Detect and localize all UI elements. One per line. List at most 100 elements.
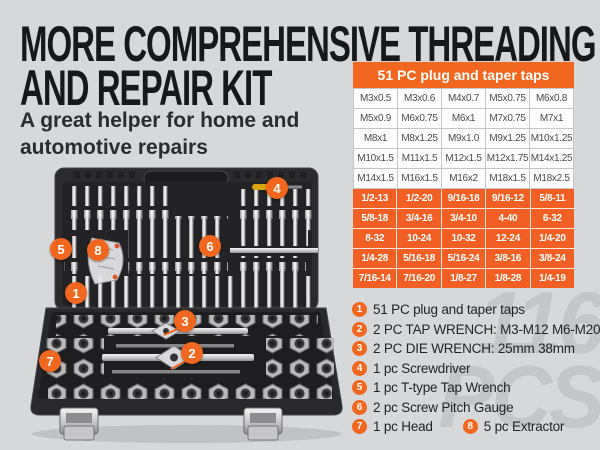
table-cell: M18x1.5 xyxy=(486,169,530,189)
table-cell: 10-24 xyxy=(397,229,442,249)
legend-item: 5 1 pc T-type Tap Wrench xyxy=(352,380,511,395)
legend-number-badge: 5 xyxy=(352,380,367,395)
table-cell: 9/16-18 xyxy=(441,189,487,209)
table-cell: M6x1 xyxy=(442,109,486,129)
legend-item-label: 1 pc Screwdriver xyxy=(373,360,471,376)
legend-number-badge: 2 xyxy=(352,321,367,337)
tool-case-illustration xyxy=(30,167,343,443)
callout-2: 2 xyxy=(181,342,203,364)
table-cell: 1/8-27 xyxy=(441,269,487,288)
callout-8: 8 xyxy=(87,239,109,261)
specs-table: 51 PC plug and taper taps M3x0.5 M3x0.6 M4… xyxy=(353,62,575,288)
product-photo: 1 2 3 4 5 6 7 8 xyxy=(16,156,356,448)
legend-item: 6 2 pc Screw Pitch Gauge xyxy=(352,399,514,415)
table-cell: M10x1.25 xyxy=(530,129,574,149)
table-cell: M5x0.9 xyxy=(353,109,398,129)
table-cell: 5/16-24 xyxy=(441,249,487,269)
table-cell: 7/16-20 xyxy=(397,269,442,288)
table-row: 8-32 10-24 10-32 12-24 1/4-20 xyxy=(353,229,575,249)
table-row: 1/4-28 5/16-18 5/16-24 3/8-16 3/8-24 xyxy=(353,249,575,269)
callout-5: 5 xyxy=(50,238,72,260)
page-subtitle: A great helper for home and automotive r… xyxy=(20,107,299,161)
table-cell: M9x1.25 xyxy=(486,129,530,149)
table-cell: M16x2 xyxy=(442,169,486,189)
table-cell: M4x0.7 xyxy=(442,88,486,109)
subtitle-line-1: A great helper for home and xyxy=(20,109,300,132)
legend-item-label: 1 pc T-type Tap Wrench xyxy=(373,380,511,395)
table-cell: M14x1.25 xyxy=(530,149,574,169)
legend-row: 7 1 pc Head 8 5 pc Extractor xyxy=(352,419,598,434)
table-cell: 5/8-18 xyxy=(353,209,398,229)
legend-number-badge: 7 xyxy=(352,419,367,434)
gauge-rods-lower xyxy=(238,256,306,282)
legend-number-badge: 1 xyxy=(352,302,367,317)
table-cell: M3x0.5 xyxy=(353,88,398,109)
callout-3: 3 xyxy=(174,310,196,332)
table-cell: 1/2-20 xyxy=(397,189,442,209)
gauge-bar xyxy=(230,248,318,253)
legend-list: 1 51 PC plug and taper taps 2 2 PC TAP WREN… xyxy=(352,302,600,434)
legend-item-label: 2 pc Screw Pitch Gauge xyxy=(373,399,514,415)
table-cell: 5/16-18 xyxy=(397,249,442,269)
table-cell: M6x0.75 xyxy=(398,109,442,129)
table-cell: 1/8-28 xyxy=(486,269,531,288)
legend-item: 4 1 pc Screwdriver xyxy=(352,360,471,376)
table-cell: M14x1.5 xyxy=(353,169,398,189)
legend-item: 3 2 PC DIE WRENCH: 25mm 38mm xyxy=(352,341,575,356)
table-cell: M16x1.5 xyxy=(398,169,442,189)
table-cell: M7x0.75 xyxy=(486,109,530,129)
legend-number-badge: 3 xyxy=(352,341,367,356)
table-cell: M7x1 xyxy=(530,109,574,129)
table-cell: M5x0.75 xyxy=(486,88,530,109)
legend-row: 6 2 pc Screw Pitch Gauge xyxy=(352,399,598,415)
legend-row: 3 2 PC DIE WRENCH: 25mm 38mm xyxy=(352,341,598,356)
legend-item: 2 2 PC TAP WRENCH: M3-M12 M6-M20 xyxy=(352,321,600,337)
legend-row: 2 2 PC TAP WRENCH: M3-M12 M6-M20 xyxy=(352,321,600,337)
table-cell: M12x1.75 xyxy=(486,149,530,169)
table-cell: M6x0.8 xyxy=(530,88,574,109)
table-cell: M3x0.6 xyxy=(398,88,442,109)
legend-item: 8 5 pc Extractor xyxy=(462,419,565,434)
table-row: M5x0.9 M6x0.75 M6x1 M7x0.75 M7x1 xyxy=(353,109,574,129)
table-cell: 3/4-10 xyxy=(441,209,487,229)
table-cell: M10x1.5 xyxy=(353,149,398,169)
callout-7: 7 xyxy=(39,350,61,372)
table-cell: 3/8-16 xyxy=(486,249,531,269)
table-cell: M12x1.5 xyxy=(442,149,486,169)
page-title: MORE COMPREHENSIVE THREADING AND REPAIR … xyxy=(20,16,600,116)
table-row: M3x0.5 M3x0.6 M4x0.7 M5x0.75 M6x0.8 xyxy=(353,88,574,109)
table-cell: 3/4-16 xyxy=(397,209,442,229)
title-line-2: AND REPAIR KIT xyxy=(20,60,272,116)
table-row: M14x1.5 M16x1.5 M16x2 M18x1.5 M18x2.5 xyxy=(353,169,574,189)
callout-4: 4 xyxy=(266,177,288,199)
table-cell: 1/2-13 xyxy=(353,189,398,209)
table-row: 5/8-18 3/4-16 3/4-10 4-40 6-32 xyxy=(353,209,575,229)
legend-item-label: 5 pc Extractor xyxy=(483,419,565,434)
table-row: 1/2-13 1/2-20 9/16-18 9/16-12 5/8-11 xyxy=(353,189,575,209)
table-cell: M9x1.0 xyxy=(442,129,486,149)
latch-right xyxy=(243,407,283,441)
table-cell: 12-24 xyxy=(486,229,531,249)
title-line-1: MORE COMPREHENSIVE THREADING xyxy=(20,16,596,72)
table-cell: 4-40 xyxy=(486,209,531,229)
table-cell: 9/16-12 xyxy=(486,189,531,209)
table-row: M8x1 M8x1.25 M9x1.0 M9x1.25 M10x1.25 xyxy=(353,129,574,149)
table-cell: M18x2.5 xyxy=(530,169,574,189)
table-cell: 10-32 xyxy=(441,229,487,249)
table-row: M10x1.5 M11x1.5 M12x1.5 M12x1.75 M14x1.25 xyxy=(353,149,574,169)
table-cell: 1/4-28 xyxy=(353,249,398,269)
legend-item: 1 51 PC plug and taper taps xyxy=(352,302,525,317)
case-tray xyxy=(30,307,343,441)
table-row: 7/16-14 7/16-20 1/8-27 1/8-28 1/4-19 xyxy=(353,269,575,288)
legend-item-label: 2 PC DIE WRENCH: 25mm 38mm xyxy=(373,341,575,356)
table-cell: 1/4-20 xyxy=(530,229,575,249)
die-block-right xyxy=(266,338,334,380)
legend-number-badge: 6 xyxy=(352,399,367,415)
legend-row: 5 1 pc T-type Tap Wrench xyxy=(352,380,598,395)
gauge-rods-upper xyxy=(236,222,308,246)
watermark-number: 116 xyxy=(477,273,600,372)
table-cell: M11x1.5 xyxy=(398,149,442,169)
table-cell: 3/8-24 xyxy=(530,249,575,269)
die-row-bottom xyxy=(48,378,332,399)
tap-table-body: M3x0.5 M3x0.6 M4x0.7 M5x0.75 M6x0.8 M5x0.9 M6x… xyxy=(353,88,575,288)
